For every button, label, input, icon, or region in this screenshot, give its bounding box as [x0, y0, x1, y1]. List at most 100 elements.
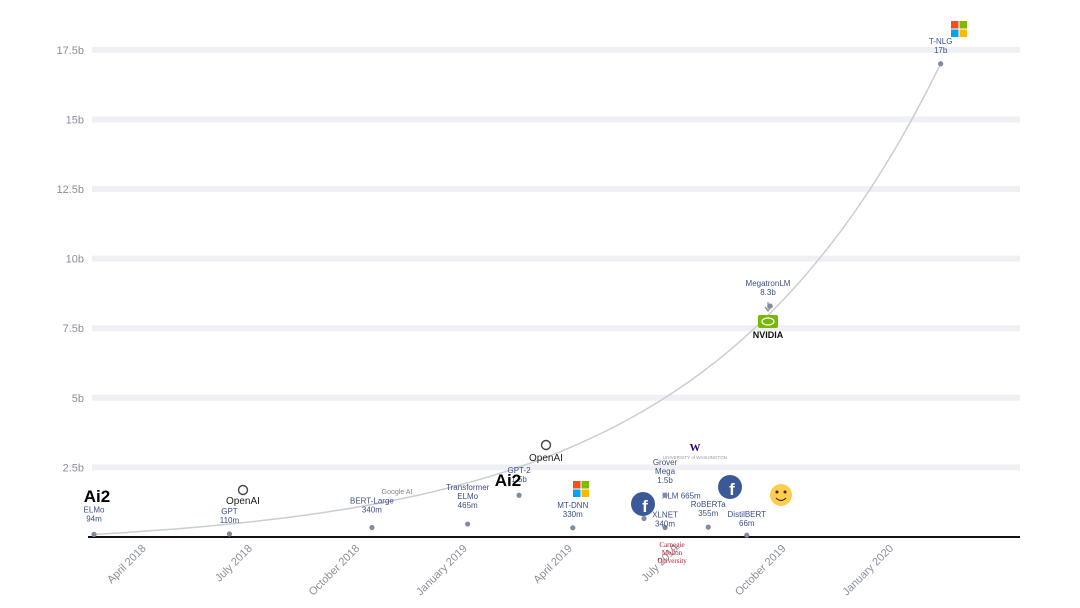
x-tick-label: January 2019 [414, 543, 470, 599]
huggingface-logo-distilbert [770, 484, 792, 506]
model-point [662, 492, 668, 498]
nvidia-logo-megatron: NVIDIA [753, 315, 784, 340]
model-label: RoBERTa [691, 500, 727, 509]
model-size-label: 94m [86, 514, 102, 523]
y-tick-label: 5b [72, 393, 84, 405]
ai2-logo-elmo: Ai2 [84, 487, 110, 506]
x-tick-label: July 2018 [213, 543, 255, 585]
model-size-label: 355m [698, 509, 718, 518]
cmu-logo-line1: Carnegie [659, 541, 684, 549]
nvidia-logo-text: NVIDIA [753, 330, 784, 340]
hf-smile [775, 497, 787, 502]
uw-logo-grover: W UNIVERSITY of WASHINGTON [663, 442, 727, 460]
facebook-icon-2 [718, 475, 742, 499]
x-tick-label: January 2020 [840, 543, 896, 599]
model-label: XLM 665m [662, 491, 701, 500]
ai2-logo-text-2: Ai2 [495, 471, 521, 490]
model-point [767, 303, 773, 309]
model-size-label: 340m [362, 506, 382, 515]
ms-square-green-2 [959, 21, 967, 29]
google-logo-bert: Google AI [382, 489, 413, 496]
hf-eye-left [775, 490, 779, 494]
cmu-logo-xlnet: Carnegie Mellon University [657, 541, 687, 565]
facebook-f-glyph: f [642, 497, 648, 516]
microsoft-logo-tnlg [951, 21, 967, 37]
nvidia-eye-icon [758, 315, 778, 328]
cmu-logo-line2: Mellon [662, 549, 683, 557]
model-label: BERT-Large [350, 497, 394, 506]
model-size-label: 330m [563, 510, 583, 519]
facebook-f-glyph-2: f [729, 480, 735, 499]
model-label: ELMo [457, 492, 478, 501]
cmu-logo-line3: University [657, 557, 687, 565]
y-tick-label: 7.5b [63, 323, 84, 335]
openai-logo-text: OpenAI [226, 496, 260, 507]
model-size-label: 66m [739, 519, 755, 528]
uw-logo-caption: UNIVERSITY of WASHINGTON [663, 455, 727, 460]
ms-square-blue [573, 489, 581, 497]
microsoft-logo-mtdnn [573, 481, 589, 497]
uw-logo-mark: W [690, 442, 701, 454]
y-tick-label: 15b [66, 114, 84, 126]
y-tick-label: 10b [66, 254, 84, 266]
google-logo-text: Google AI [382, 489, 413, 496]
facebook-icon [631, 492, 655, 516]
ms-square-yellow-2 [959, 29, 967, 37]
y-tick-label: 2.5b [63, 462, 84, 474]
ms-square-blue-2 [951, 29, 959, 37]
y-axis-ticks: 2.5b 5b 7.5b 10b 12.5b 15b 17.5b [56, 45, 84, 475]
openai-logo-text-2: OpenAI [529, 453, 563, 464]
model-point [516, 492, 522, 498]
x-tick-label: October 2018 [307, 543, 363, 599]
openai-icon-2 [540, 439, 552, 451]
grid-lines [92, 46, 1020, 471]
openai-icon [237, 484, 249, 496]
x-tick-label: April 2018 [105, 543, 149, 587]
ai2-logo-transformer-elmo: Ai2 [495, 471, 521, 490]
model-label: T-NLG [929, 37, 953, 46]
facebook-logo-roberta: f [718, 475, 742, 499]
model-label: ELMo [84, 505, 105, 514]
model-size-label: 465m [458, 501, 478, 510]
model-point [705, 524, 711, 530]
huggingface-icon [770, 484, 792, 506]
model-point [465, 521, 471, 527]
model-size-label: 1.5b [511, 475, 527, 484]
ms-square-green [581, 481, 589, 489]
hf-eye-right [783, 490, 787, 494]
model-label: XLNET [652, 511, 678, 520]
model-size-label: 8.3b [760, 288, 776, 297]
model-point [369, 524, 375, 531]
model-label: GPT-2 [508, 466, 532, 475]
nvidia-arrow [764, 302, 772, 312]
x-tick-label: October 2019 [733, 543, 789, 599]
x-axis-ticks: April 2018 July 2018 October 2018 January 2… [105, 543, 896, 599]
model-points: ELMo94mGPT110mBERT-Large340mTransformerE… [84, 37, 953, 538]
model-label: MegatronLM [746, 279, 791, 288]
y-tick-label: 12.5b [56, 184, 84, 196]
ms-square-red-2 [951, 21, 959, 29]
openai-logo-gpt: OpenAI [226, 484, 260, 507]
model-size-label: 1.5b [657, 476, 673, 485]
model-size-label: 110m [220, 516, 240, 525]
model-size-label: 17b [934, 46, 948, 55]
model-point [226, 531, 233, 537]
trend-curve [93, 63, 942, 536]
arrow-head-icon [764, 306, 772, 312]
ms-square-yellow [581, 489, 589, 497]
facebook-logo-xlm: f [631, 492, 655, 516]
model-label: Mega [655, 467, 676, 476]
model-label: GPT [221, 507, 238, 516]
nvidia-eye-swirl [761, 317, 775, 326]
model-point [570, 525, 576, 531]
ai2-logo-text: Ai2 [84, 487, 110, 506]
model-point [91, 531, 97, 537]
model-label: Transformer [446, 483, 490, 492]
model-point [744, 532, 750, 538]
model-label: MT-DNN [557, 501, 588, 510]
model-point [641, 515, 647, 522]
ms-square-red [573, 481, 581, 489]
model-label: Grover [653, 458, 678, 467]
model-point [938, 61, 944, 67]
